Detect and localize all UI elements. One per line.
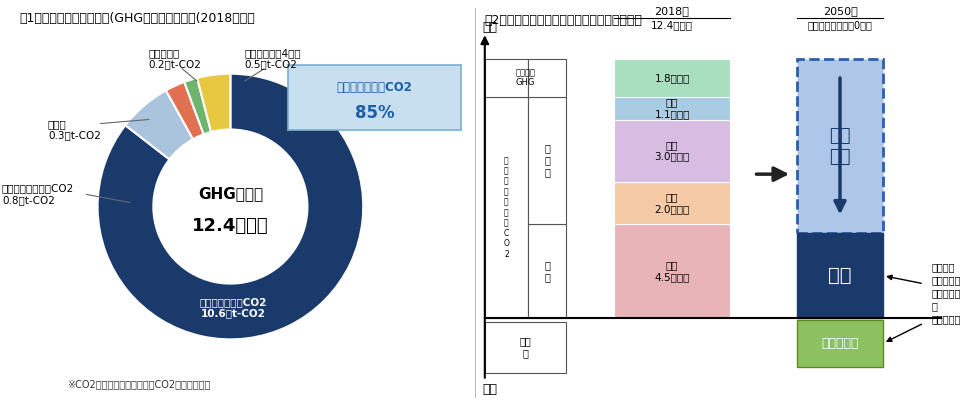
Text: 除去: 除去 — [482, 383, 497, 396]
Bar — [485, 96, 528, 318]
Text: 85%: 85% — [354, 104, 395, 122]
Bar — [485, 59, 528, 96]
Text: （2）大前提：温室効果ガスの総量を大幅削減: （2）大前提：温室効果ガスの総量を大幅削減 — [485, 14, 642, 27]
Text: ※CO2以外の温室効果ガスはCO2換算した数値: ※CO2以外の温室効果ガスはCO2換算した数値 — [67, 379, 210, 389]
Text: 一酸化窒素
0.2億t-CO2: 一酸化窒素 0.2億t-CO2 — [149, 48, 202, 70]
Wedge shape — [98, 74, 363, 339]
Text: 排出: 排出 — [482, 21, 497, 34]
Wedge shape — [197, 74, 230, 132]
Text: 2018年: 2018年 — [655, 6, 689, 16]
Text: 12.4億トン: 12.4億トン — [192, 217, 269, 235]
Text: 非
電
力: 非 電 力 — [544, 144, 550, 177]
Text: 排出＋除去で実質0トン: 排出＋除去で実質0トン — [807, 20, 873, 30]
Text: メタン
0.3億t-CO2: メタン 0.3億t-CO2 — [48, 119, 101, 141]
Bar — [528, 96, 566, 224]
Text: 代替フロン答4ガス
0.5億t-CO2: 代替フロン答4ガス 0.5億t-CO2 — [245, 48, 301, 70]
Wedge shape — [166, 82, 204, 139]
Wedge shape — [126, 90, 193, 160]
Text: 排出
削減: 排出 削減 — [829, 127, 851, 166]
Text: 除炭
素: 除炭 素 — [519, 337, 532, 358]
Text: 排出量と
吸収・除去量の
差し引きゼロ
＝
全体としてゼロ: 排出量と 吸収・除去量の 差し引きゼロ ＝ 全体としてゼロ — [931, 262, 960, 325]
Text: 非エネルギー起源CO2
0.8億t-CO2: 非エネルギー起源CO2 0.8億t-CO2 — [2, 183, 74, 205]
Text: 12.4億トン: 12.4億トン — [651, 20, 693, 30]
Text: 排出: 排出 — [828, 266, 852, 285]
Bar — [614, 96, 730, 119]
Text: 運輸
2.0億トン: 運輸 2.0億トン — [655, 192, 689, 214]
Text: 電力
4.5億トン: 電力 4.5億トン — [655, 260, 689, 282]
Bar — [614, 119, 730, 182]
Text: 2050年: 2050年 — [823, 6, 857, 16]
Text: 民生
1.1億トン: 民生 1.1億トン — [655, 97, 689, 119]
Bar — [614, 224, 730, 318]
Text: GHG排出量: GHG排出量 — [198, 186, 263, 201]
Text: エネルギー起源CO2: エネルギー起源CO2 — [336, 81, 413, 94]
Text: 吸収・除去: 吸収・除去 — [821, 337, 859, 350]
Text: エ
ネ
ル
ギ
ー
起
源
C
O
2: エ ネ ル ギ ー 起 源 C O 2 — [503, 156, 510, 258]
Text: 産業
3.0億トン: 産業 3.0億トン — [655, 140, 689, 162]
Bar — [528, 224, 566, 318]
Bar — [797, 233, 883, 318]
Bar — [528, 59, 566, 96]
Bar — [614, 59, 730, 96]
Wedge shape — [184, 78, 211, 134]
Text: その他の
GHG: その他の GHG — [516, 68, 536, 87]
Text: 電
力: 電 力 — [544, 260, 550, 282]
Bar — [614, 182, 730, 224]
Bar — [485, 322, 566, 373]
Text: （1）日本の温室効果ガス(GHG）排出量の構成(2018年度）: （1）日本の温室効果ガス(GHG）排出量の構成(2018年度） — [19, 12, 255, 25]
Text: エネルギー起源CO2
10.6億t-CO2: エネルギー起源CO2 10.6億t-CO2 — [200, 297, 267, 318]
Bar — [797, 320, 883, 367]
Bar — [797, 59, 883, 233]
Text: 1.8億トン: 1.8億トン — [655, 73, 689, 83]
